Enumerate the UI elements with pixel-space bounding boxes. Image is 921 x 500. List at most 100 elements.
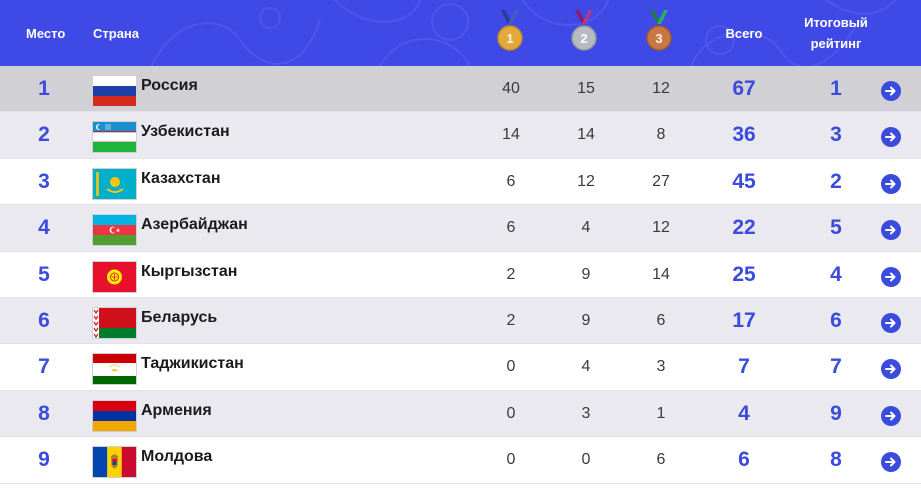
russia-flag — [93, 76, 136, 106]
total-count: 67 — [732, 77, 756, 100]
table-row[interactable]: 3 Казахстан 6 12 27 45 2 — [0, 158, 921, 206]
gold-count: 6 — [506, 172, 516, 190]
bronze-count: 8 — [656, 126, 666, 144]
total-count: 45 — [732, 169, 756, 193]
silver-count: 15 — [577, 80, 595, 97]
moldova-flag — [93, 447, 136, 478]
arrow-right-circle-icon[interactable] — [881, 405, 901, 426]
table-row[interactable]: 9 Молдова 0 0 6 6 8 — [0, 437, 921, 484]
arrow-right-circle-icon[interactable] — [881, 266, 901, 287]
header-rating: Итоговый рейтинг — [796, 0, 876, 66]
table-header: Место Страна 1 2 3 Всего Итоговый рейтин… — [0, 0, 921, 66]
arrow-right-circle-icon[interactable] — [881, 220, 901, 241]
bronze-count: 6 — [656, 451, 666, 469]
rating-value: 9 — [830, 401, 842, 425]
place-number: 3 — [38, 169, 50, 193]
bronze-count: 1 — [656, 404, 666, 422]
table-row[interactable]: 6 Беларусь 2 9 6 17 6 — [0, 297, 921, 345]
arrow-right-circle-icon[interactable] — [881, 127, 901, 148]
gold-count: 40 — [502, 80, 520, 97]
bronze-count: 14 — [652, 265, 670, 283]
country-name: Беларусь — [141, 308, 218, 326]
rating-value: 4 — [830, 262, 842, 286]
country-name: Азербайджан — [141, 216, 248, 234]
uzbekistan-flag — [93, 122, 136, 153]
bronze-medal-number: 3 — [655, 31, 662, 46]
rating-value: 3 — [830, 123, 842, 147]
table-row[interactable]: 2 Узбекистан 14 14 8 36 3 — [0, 112, 921, 159]
table-row[interactable]: 4 Азербайджан 6 4 12 22 5 — [0, 205, 921, 252]
kyrgyzstan-flag — [93, 261, 136, 292]
arrow-right-circle-icon[interactable] — [881, 173, 901, 194]
armenia-flag — [93, 400, 136, 431]
header-country: Страна — [93, 25, 140, 41]
silver-count: 3 — [581, 404, 591, 422]
place-number: 5 — [38, 262, 50, 286]
arrow-right-circle-icon[interactable] — [881, 81, 901, 101]
bronze-count: 12 — [652, 80, 670, 97]
country-name: Армения — [141, 401, 212, 419]
rating-value: 5 — [830, 216, 842, 240]
table-row[interactable]: 1 Россия 40 15 12 67 1 — [0, 66, 921, 113]
country-name: Узбекистан — [141, 123, 230, 141]
ornament-pattern — [150, 0, 897, 66]
rating-value: 7 — [830, 355, 842, 379]
gold-count: 0 — [506, 451, 516, 469]
rating-value: 8 — [830, 448, 842, 472]
silver-count: 12 — [577, 172, 595, 190]
medal-table-body: 1 Россия 40 15 12 67 1 2 Узбекистан 14 1… — [0, 66, 921, 484]
tajikistan-flag — [93, 354, 136, 385]
silver-count: 9 — [581, 311, 591, 329]
bronze-count: 6 — [656, 311, 666, 329]
bronze-count: 12 — [652, 219, 670, 237]
gold-count: 0 — [506, 358, 516, 376]
country-name: Россия — [141, 77, 198, 94]
header-rating-line2: рейтинг — [810, 36, 862, 51]
country-name: Таджикистан — [141, 355, 244, 373]
gold-count: 2 — [506, 311, 516, 329]
table-row[interactable]: 8 Армения 0 3 1 4 9 — [0, 390, 921, 438]
arrow-right-circle-icon[interactable] — [881, 359, 901, 380]
kazakhstan-flag — [93, 168, 136, 199]
gold-medal-icon: 1 — [497, 10, 523, 51]
gold-count: 2 — [506, 265, 516, 283]
bronze-count: 27 — [652, 172, 670, 190]
silver-count: 14 — [577, 126, 595, 144]
place-number: 9 — [38, 448, 50, 472]
silver-count: 9 — [581, 265, 591, 283]
header-place: Место — [26, 25, 66, 41]
country-name: Казахстан — [141, 169, 221, 187]
header-rating-line1: Итоговый — [804, 15, 868, 30]
place-number: 4 — [38, 216, 50, 240]
country-name: Молдова — [141, 448, 213, 466]
rating-value: 2 — [830, 169, 842, 193]
place-number: 1 — [38, 77, 50, 100]
total-count: 7 — [738, 355, 750, 379]
silver-medal-number: 2 — [580, 31, 587, 46]
silver-count: 4 — [581, 358, 591, 376]
place-number: 7 — [38, 355, 50, 379]
total-count: 6 — [738, 448, 750, 472]
header-total: Всего — [725, 25, 763, 41]
gold-count: 14 — [502, 126, 520, 144]
total-count: 36 — [732, 123, 756, 147]
place-number: 8 — [38, 401, 50, 425]
table-row[interactable]: 7 Таджикистан 0 4 3 7 7 — [0, 344, 921, 391]
gold-count: 0 — [506, 404, 516, 422]
gold-medal-number: 1 — [506, 31, 513, 46]
place-number: 6 — [38, 308, 50, 332]
bronze-count: 3 — [656, 358, 666, 376]
total-count: 25 — [732, 262, 756, 286]
table-row[interactable]: 5 Кыргызстан 2 9 14 25 4 — [0, 251, 921, 298]
gold-count: 6 — [506, 219, 516, 237]
total-count: 22 — [732, 216, 756, 240]
country-name: Кыргызстан — [141, 262, 238, 280]
arrow-right-circle-icon[interactable] — [881, 312, 901, 333]
place-number: 2 — [38, 123, 50, 147]
silver-medal-icon: 2 — [571, 10, 597, 51]
silver-count: 0 — [581, 451, 591, 469]
belarus-flag — [93, 307, 136, 338]
azerbaijan-flag — [93, 215, 136, 246]
bronze-medal-icon: 3 — [646, 10, 672, 51]
arrow-right-circle-icon[interactable] — [881, 452, 901, 473]
